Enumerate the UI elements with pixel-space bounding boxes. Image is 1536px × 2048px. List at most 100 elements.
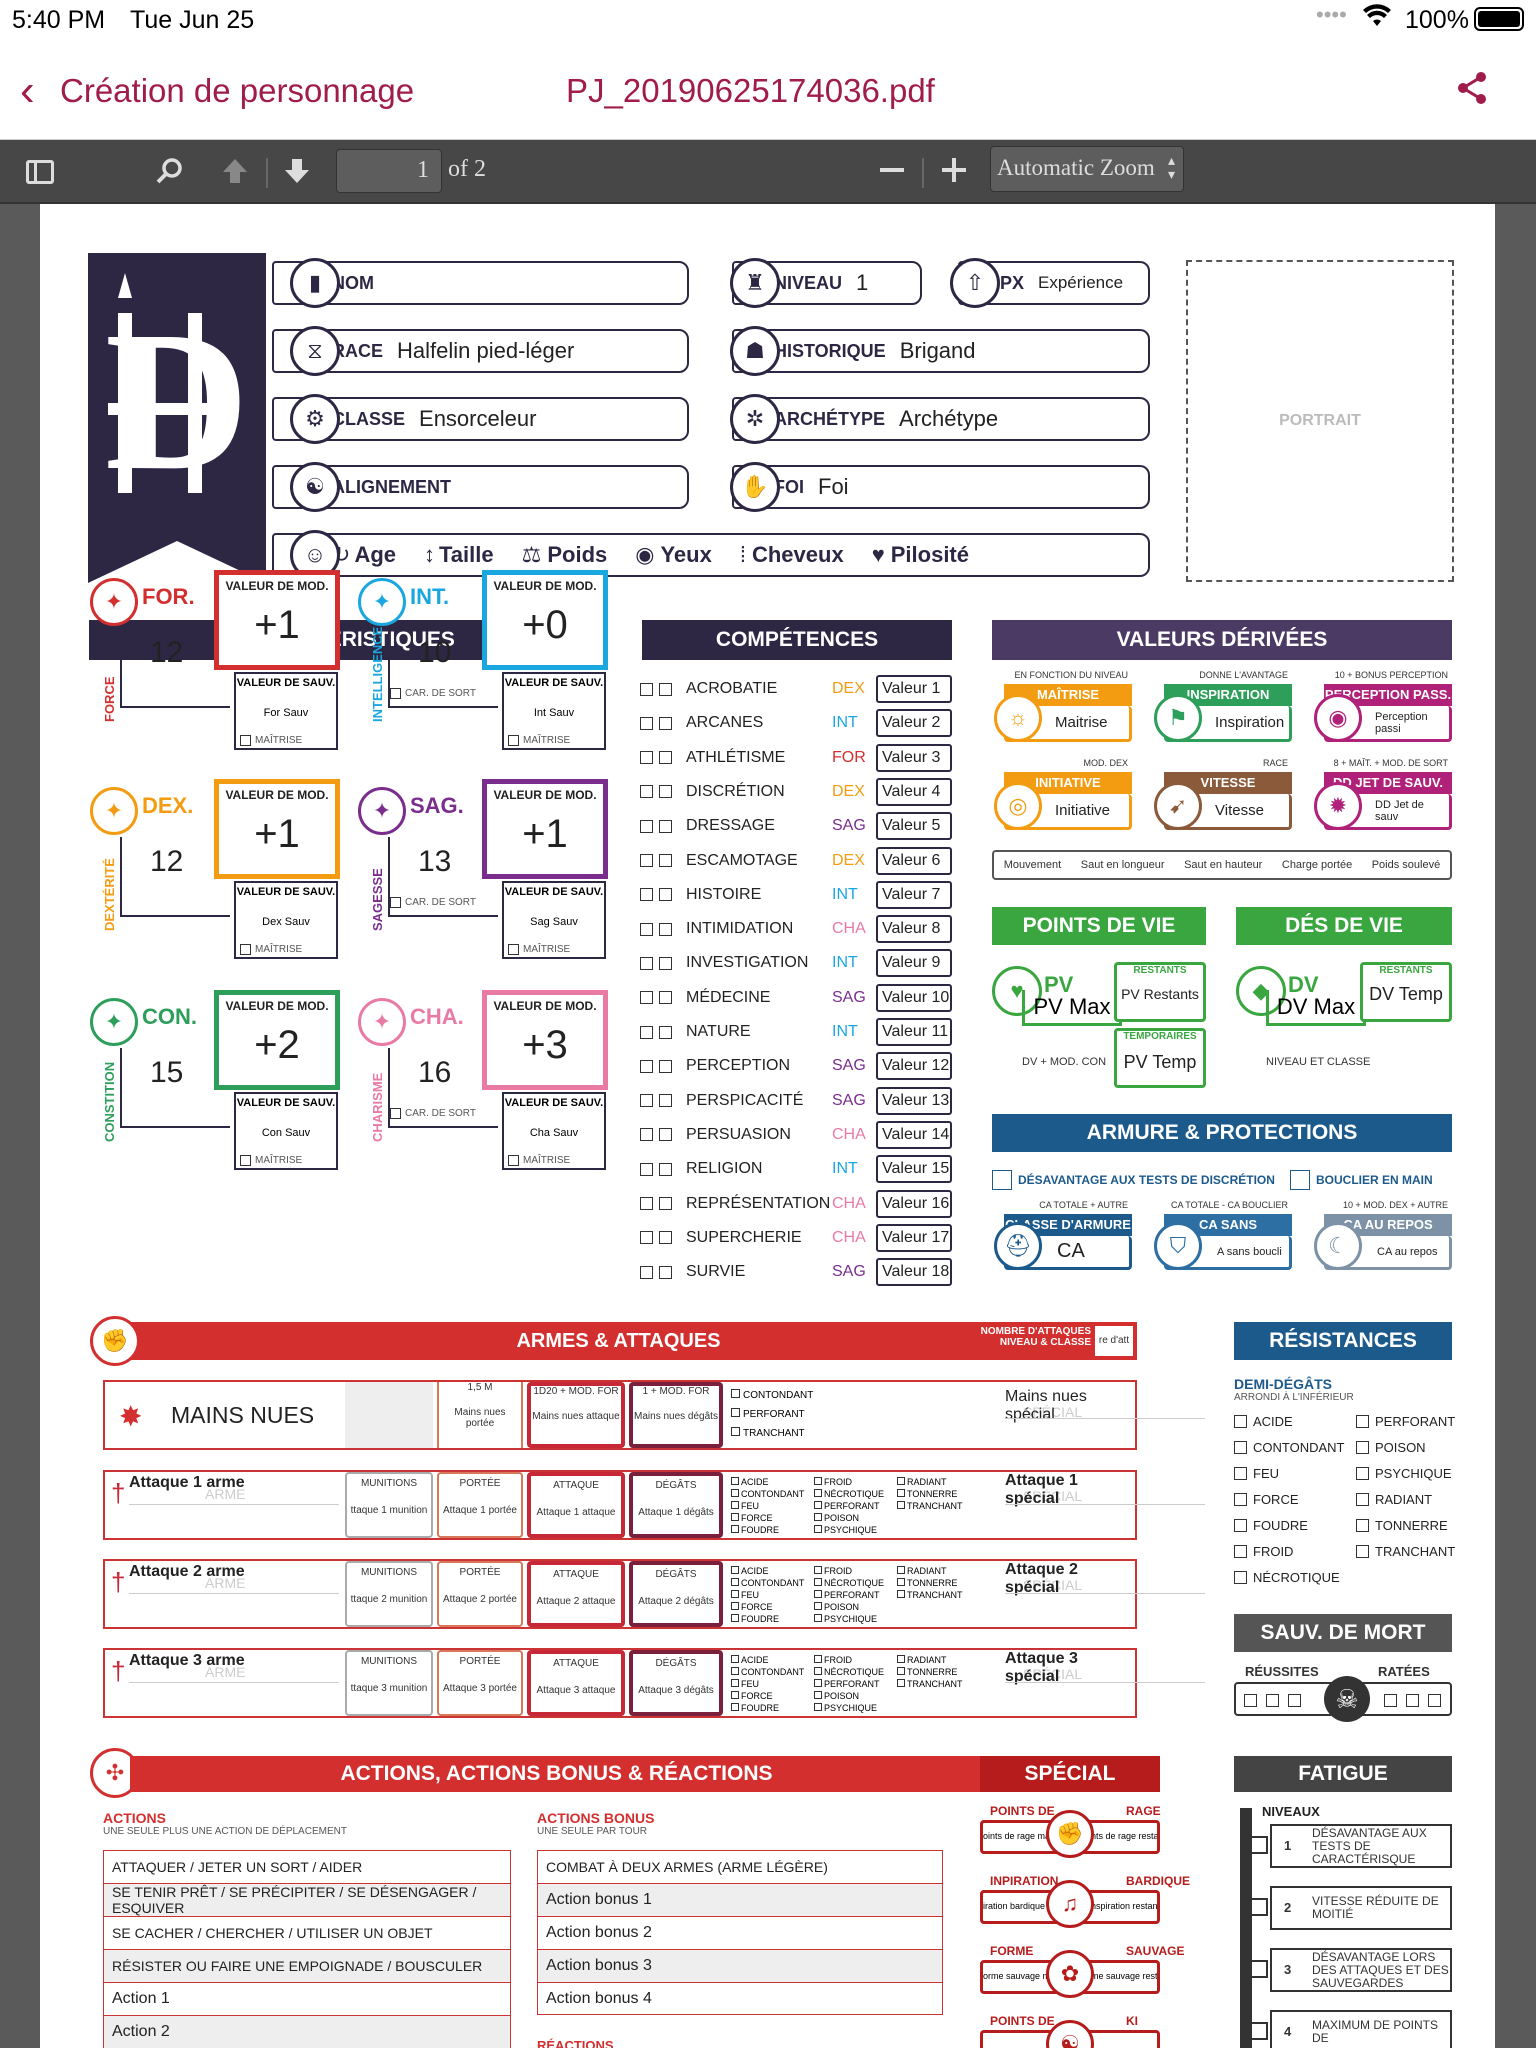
resistance-item[interactable]: TONNERRE [1356,1518,1448,1533]
bonus-action-item[interactable]: Action bonus 1 [537,1883,943,1916]
skill-value[interactable]: Valeur 8 [876,915,952,944]
next-page-icon[interactable] [282,156,312,186]
resistance-item[interactable]: ACIDE [1234,1414,1293,1429]
checkbox[interactable] [897,1477,905,1485]
modifier-box[interactable]: VALEUR DE MOD. +2 [214,990,340,1090]
weapon-special[interactable]: Attaque 2 spécial [1005,1561,1078,1596]
stat-score[interactable]: 13 [418,845,452,878]
save-box[interactable]: VALEUR DE SAUV. Sag Sauv MAÎTRISE [502,881,606,959]
proficiency-checkbox[interactable] [640,854,653,867]
skill-value[interactable]: Valeur 16 [876,1189,952,1218]
save-box[interactable]: VALEUR DE SAUV. Dex Sauv MAÎTRISE [234,881,338,959]
checkbox[interactable] [1234,1493,1247,1506]
checkbox[interactable] [731,1427,740,1436]
proficiency-checkbox[interactable] [640,819,653,833]
skill-value[interactable]: Valeur 7 [876,880,952,909]
checkbox[interactable] [814,1614,822,1622]
checkbox[interactable] [508,944,519,955]
checkbox[interactable] [814,1655,822,1663]
resistance-item[interactable]: TRANCHANT [1356,1544,1455,1559]
checkbox[interactable] [240,1155,251,1166]
checkbox[interactable] [814,1566,822,1574]
checkbox[interactable] [814,1513,822,1521]
fatigue-level[interactable]: 3 DÉSAVANTAGE LORS DES ATTAQUES ET DES SA… [1250,1948,1452,1992]
checkbox[interactable] [731,1602,739,1610]
checkbox[interactable] [814,1477,822,1485]
physical-traits-row[interactable]: ↻ Age ↕ Taille ⚖ Poids ◉ Yeux ⁞ Cheveux ♥ Pilo… [272,533,1150,577]
nom-field[interactable]: NOM [272,261,689,305]
checkbox[interactable] [508,735,519,746]
expertise-checkbox[interactable] [659,888,672,902]
checkbox[interactable] [1356,1519,1369,1532]
maitrise-checkbox[interactable]: MAÎTRISE [508,944,570,955]
previous-page-icon[interactable] [220,156,250,186]
checkbox[interactable] [814,1667,822,1675]
checkbox[interactable] [731,1513,739,1521]
checkbox[interactable] [1356,1415,1369,1428]
resistance-item[interactable]: CONTONDANT [1234,1440,1344,1455]
special-max[interactable]: oints de rage ma [983,1831,1049,1841]
weapon-cell-portee[interactable]: PORTÉE Attaque 1 portée [437,1472,523,1538]
checkbox[interactable] [814,1691,822,1699]
alignement-field[interactable]: ALIGNEMENT [272,465,689,509]
proficiency-checkbox[interactable] [640,1265,653,1279]
proficiency-checkbox[interactable] [640,1059,653,1073]
save-box[interactable]: VALEUR DE SAUV. Con Sauv MAÎTRISE [234,1092,338,1170]
modifier-box[interactable]: VALEUR DE MOD. +0 [482,570,608,670]
success-checkbox[interactable] [1288,1694,1301,1707]
checkbox[interactable] [731,1614,739,1622]
portrait-box[interactable]: PORTRAIT [1186,260,1454,582]
weapon-cell-munitions[interactable]: MUNITIONS ttaque 3 munition [345,1650,433,1716]
special-max[interactable]: iration bardique [983,1901,1046,1911]
fail-checkbox[interactable] [1428,1694,1441,1707]
share-icon[interactable] [1454,70,1490,106]
foi-field[interactable]: FOI Foi [732,465,1150,509]
proficiency-checkbox[interactable] [640,751,653,765]
bonus-action-item[interactable]: Action bonus 4 [537,1982,943,2015]
checkbox[interactable] [1234,1441,1247,1454]
checkbox[interactable] [240,944,251,955]
expertise-checkbox[interactable] [659,956,672,970]
checkbox[interactable] [814,1679,822,1687]
checkbox[interactable] [814,1501,822,1509]
fatigue-checkbox[interactable] [1250,1898,1268,1916]
checkbox[interactable] [897,1566,905,1574]
proficiency-checkbox[interactable] [640,1231,653,1245]
fatigue-checkbox[interactable] [1250,1960,1268,1978]
save-box[interactable]: VALEUR DE SAUV. For Sauv MAÎTRISE [234,672,338,750]
checkbox[interactable] [1290,1170,1310,1190]
expertise-checkbox[interactable] [659,785,672,799]
bouclier-checkbox[interactable]: BOUCLIER EN MAIN [1290,1170,1433,1190]
weapon-cell-attaque[interactable]: ATTAQUE Attaque 1 attaque [527,1472,625,1538]
checkbox[interactable] [1356,1441,1369,1454]
proficiency-checkbox[interactable] [640,1094,653,1108]
checkbox[interactable] [731,1566,739,1574]
checkbox[interactable] [814,1590,822,1598]
checkbox[interactable] [1234,1571,1247,1584]
expertise-checkbox[interactable] [659,682,672,696]
weapon-cell-degats[interactable]: DÉGÂTS Attaque 3 dégâts [629,1650,723,1716]
save-box[interactable]: VALEUR DE SAUV. Int Sauv MAÎTRISE [502,672,606,750]
special-remaining[interactable]: nts de rage resta [1091,1831,1157,1841]
bonus-action-item[interactable]: Action bonus 3 [537,1949,943,1982]
special-remaining[interactable]: nspiration restan [1091,1901,1157,1911]
proficiency-checkbox[interactable] [640,888,653,902]
action-item[interactable]: Action 1 [103,1982,511,2015]
skill-value[interactable]: Valeur 2 [876,709,952,738]
expertise-checkbox[interactable] [659,751,672,765]
archetype-field[interactable]: ARCHÉTYPE Archétype [732,397,1150,441]
checkbox[interactable] [240,735,251,746]
mains-nues-range-cell[interactable]: 1,5 M Mains nues portée [437,1382,523,1448]
stat-score[interactable]: 16 [418,1056,452,1089]
checkbox[interactable] [731,1703,739,1711]
checkbox[interactable] [814,1489,822,1497]
pdf-viewer[interactable]: D NOM ▮ RACE Halfelin pied-léger ⧖ CLASSE… [0,204,1536,2048]
weapon-cell-attaque[interactable]: ATTAQUE Attaque 3 attaque [527,1650,625,1716]
checkbox[interactable] [731,1389,740,1398]
checkbox[interactable] [508,1155,519,1166]
zoom-in-icon[interactable] [942,158,966,182]
resistance-item[interactable]: FORCE [1234,1492,1299,1507]
classe-field[interactable]: CLASSE Ensorceleur [272,397,689,441]
skill-value[interactable]: Valeur 14 [876,1120,952,1149]
mains-nues-damage-cell[interactable]: 1 + MOD. FOR Mains nues dégâts [629,1382,723,1448]
